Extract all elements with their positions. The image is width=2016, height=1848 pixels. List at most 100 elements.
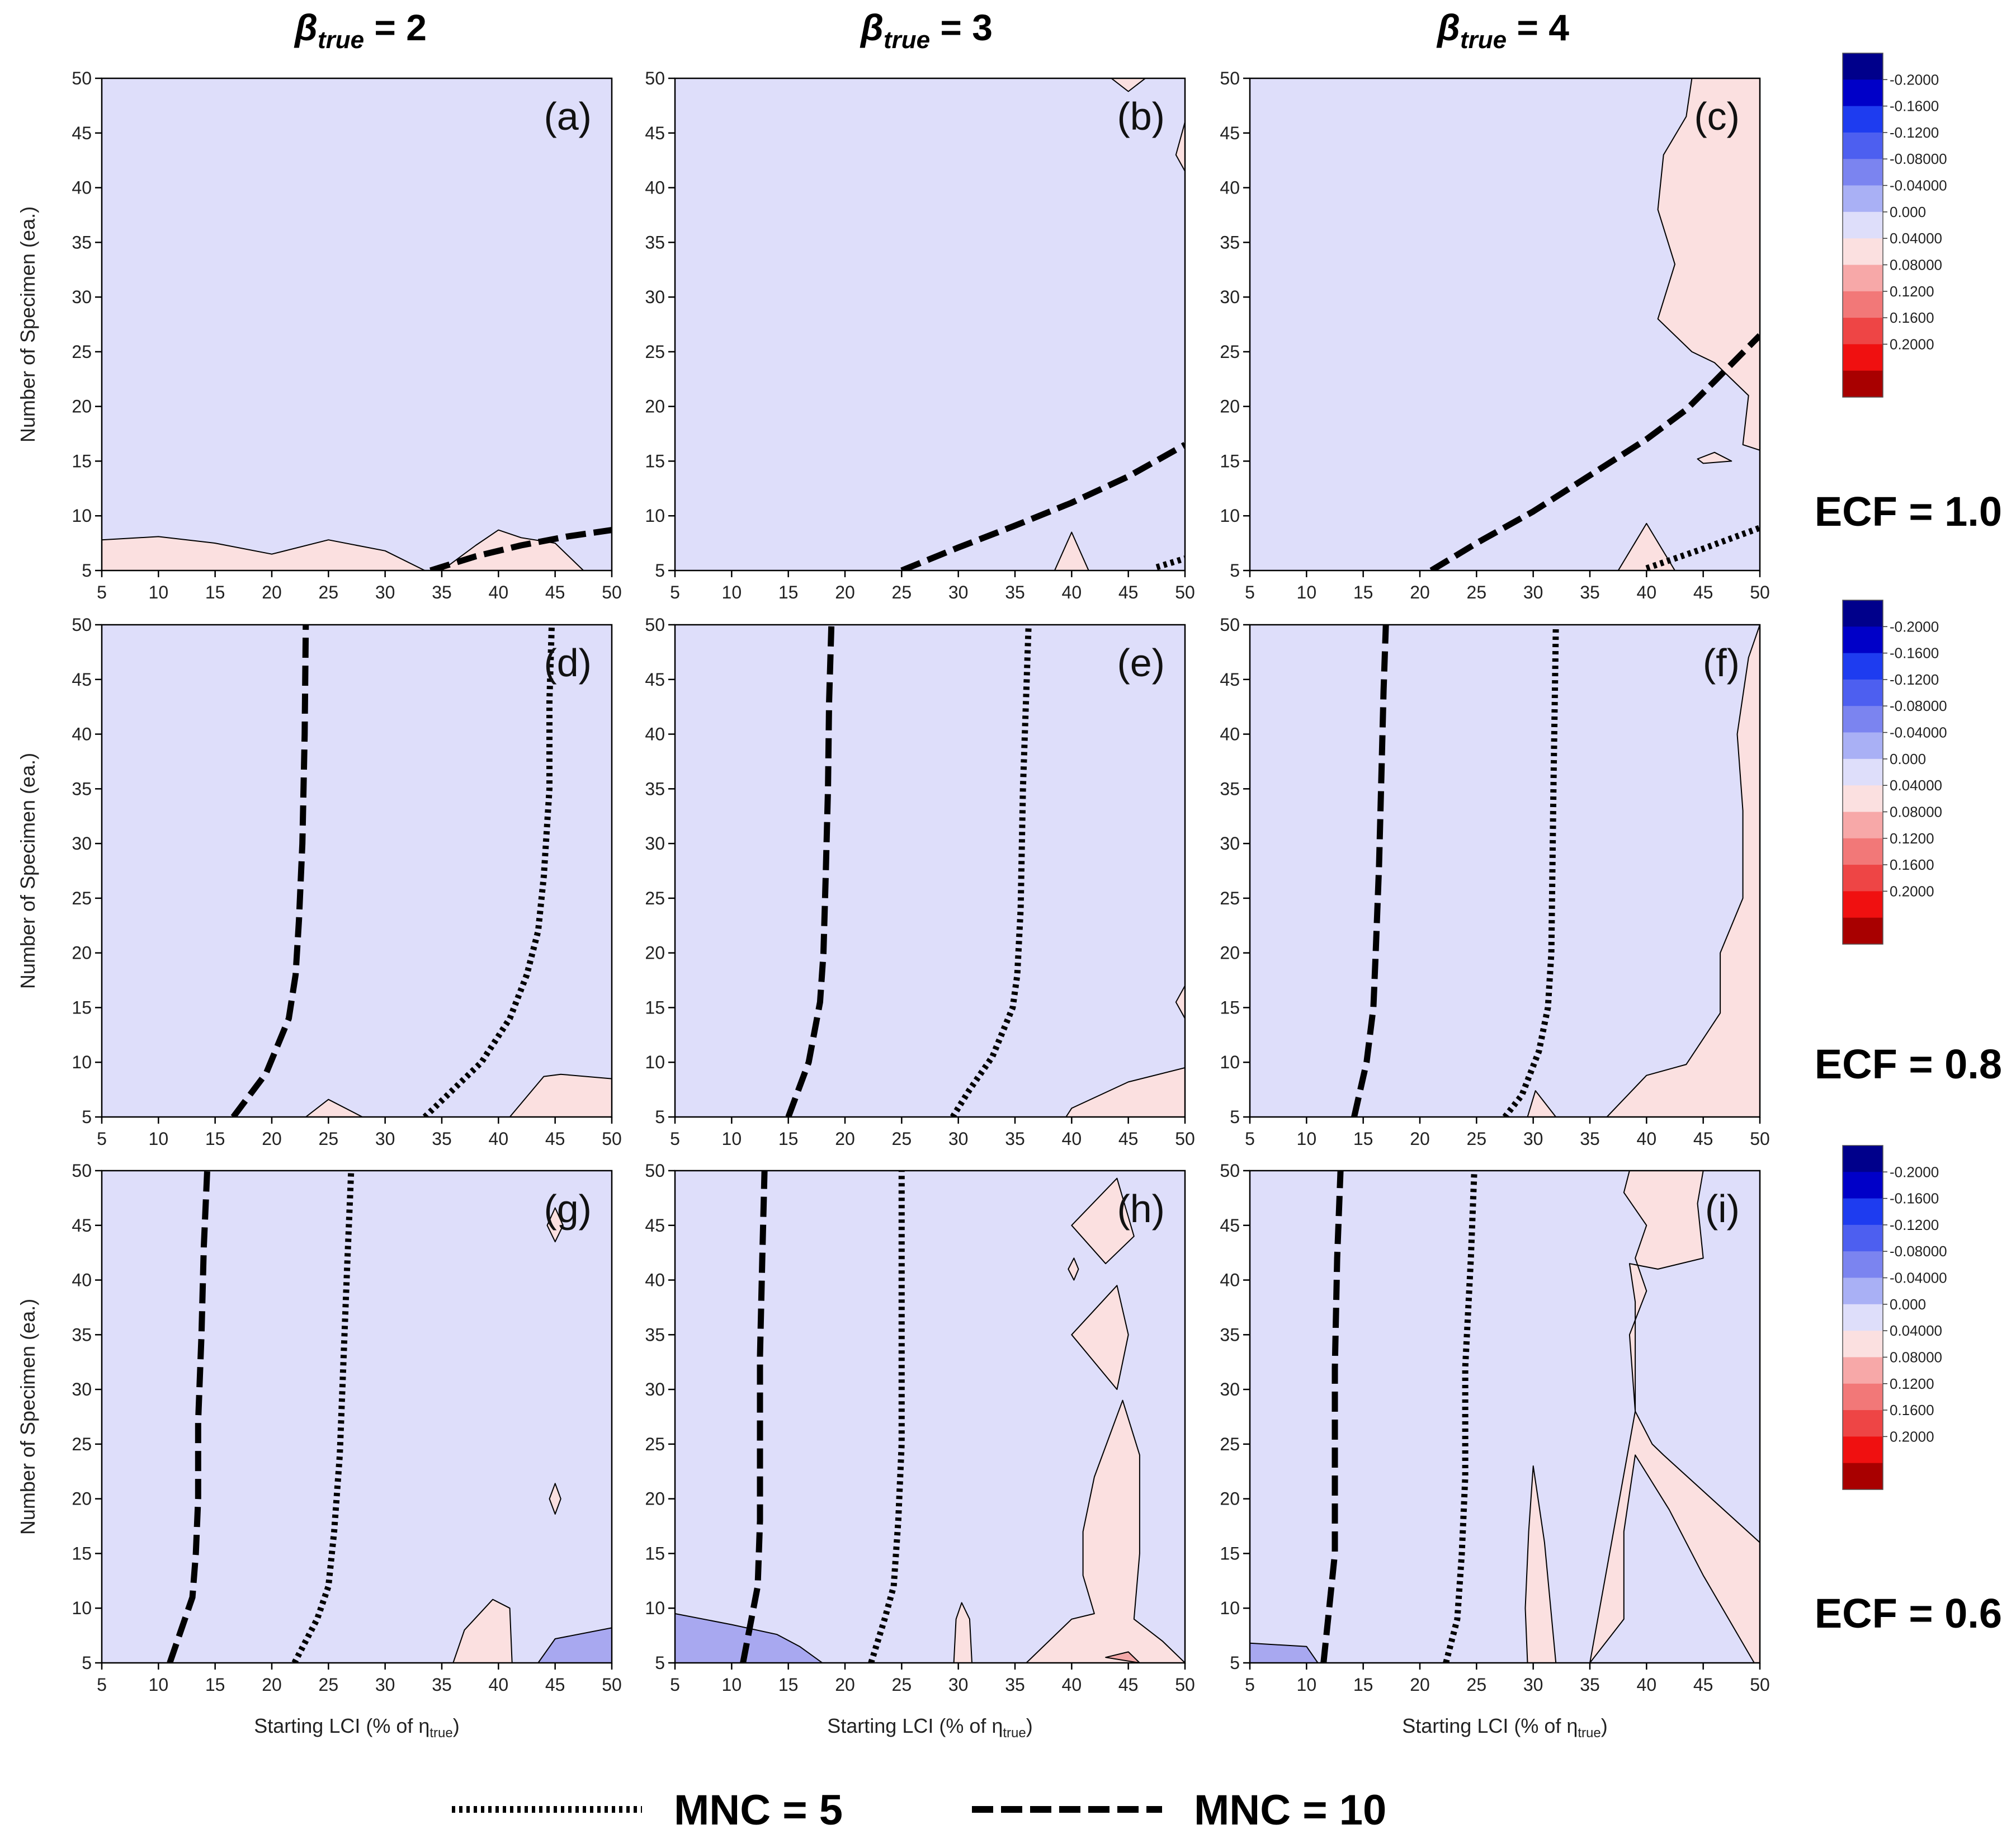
x-tick-label: 30 <box>1523 582 1543 602</box>
y-tick-label: 15 <box>72 997 92 1017</box>
contour-region-pos <box>1697 451 1732 464</box>
panel-background <box>675 78 1185 571</box>
colorbar-swatch <box>1843 291 1883 318</box>
x-tick-label: 40 <box>489 582 509 602</box>
colorbar-swatch <box>1843 1463 1883 1490</box>
colorbar-swatch <box>1843 865 1883 892</box>
y-tick-label: 5 <box>1230 1653 1240 1673</box>
y-tick-label: 15 <box>645 451 665 471</box>
y-tick-label: 45 <box>72 670 92 690</box>
y-tick-label: 20 <box>645 943 665 963</box>
x-tick-label: 40 <box>1637 582 1657 602</box>
colorbar-level-label: -0.08000 <box>1890 1243 1947 1260</box>
colorbar-level-label: -0.1200 <box>1890 671 1939 688</box>
colorbar-level-label: -0.1600 <box>1890 1190 1939 1207</box>
y-tick-label: 35 <box>72 1324 92 1345</box>
colorbar-swatch <box>1843 679 1883 706</box>
mnc-5-line <box>868 1171 905 1663</box>
x-tick-label: 5 <box>1245 1129 1255 1149</box>
y-tick-label: 30 <box>645 1379 665 1399</box>
y-tick-label: 20 <box>1220 397 1240 417</box>
x-tick-label: 30 <box>1523 1675 1543 1695</box>
x-tick-label: 10 <box>722 1129 742 1149</box>
x-tick-label: 10 <box>1297 1129 1317 1149</box>
y-tick-label: 35 <box>1220 232 1240 252</box>
y-tick-label: 30 <box>1220 1379 1240 1399</box>
panel-frame <box>1249 624 1761 1118</box>
y-tick-label: 40 <box>1220 1270 1240 1290</box>
y-tick-label: 15 <box>1220 997 1240 1017</box>
colorbar-frame <box>1842 600 1883 945</box>
x-tick-label: 25 <box>892 582 912 602</box>
colorbar-swatch <box>1843 1383 1883 1411</box>
colorbar-level-label: -0.2000 <box>1890 618 1939 635</box>
y-tick-label: 40 <box>1220 724 1240 744</box>
colorbar-level-label: 0.04000 <box>1890 777 1942 794</box>
y-tick-label: 40 <box>645 1270 665 1290</box>
x-tick-label: 5 <box>670 1129 680 1149</box>
colorbar-level-label: 0.1600 <box>1890 1402 1934 1418</box>
y-axis-label: Number of Specimen (ea.) <box>16 753 39 989</box>
x-tick-label: 35 <box>432 582 452 602</box>
colorbar-swatch <box>1843 891 1883 918</box>
x-tick-label: 20 <box>1410 1675 1430 1695</box>
panel-background <box>675 625 1185 1117</box>
contour-region-pos <box>1071 1177 1135 1265</box>
panel-h: 5 10 15 20 25 30 35 40 45 50 5 10 15 20 25 30 35 40 45 50 (h… <box>645 1161 1195 1741</box>
x-tick-label: 25 <box>1467 582 1487 602</box>
panel-label: (b) <box>1117 95 1165 138</box>
contour-region-pos <box>546 1207 564 1243</box>
colorbar-swatch <box>1843 211 1883 239</box>
mnc-5-line <box>1645 525 1760 571</box>
colorbar-swatch <box>1843 653 1883 680</box>
panel-label: (f) <box>1703 641 1740 685</box>
x-tick-label: 15 <box>1353 1129 1373 1149</box>
y-tick-label: 30 <box>1220 833 1240 854</box>
row-label-ecf-0-6: ECF = 0.6 <box>1815 1590 2002 1637</box>
y-tick-label: 15 <box>72 451 92 471</box>
y-tick-label: 40 <box>72 1270 92 1290</box>
x-tick-label: 20 <box>262 1129 282 1149</box>
panel-c: 5 10 15 20 25 30 35 40 45 50 5 10 15 20 25 30 35 40 45 50 (c… <box>1220 68 1769 602</box>
colorbar-level-label: 0.000 <box>1890 1296 1926 1313</box>
x-tick-label: 5 <box>1245 1675 1255 1695</box>
y-tick-label: 15 <box>645 997 665 1017</box>
panel-label: (d) <box>544 641 592 685</box>
y-tick-label: 20 <box>72 943 92 963</box>
panel-d: 5 10 15 20 25 30 35 40 45 50 5 10 15 20 25 30 35 40 45 50 (d… <box>16 615 622 1149</box>
mnc-10-line <box>1320 1171 1344 1663</box>
x-tick-label: 10 <box>149 1675 169 1695</box>
mnc-5-line <box>1155 555 1185 571</box>
x-tick-label: 40 <box>489 1129 509 1149</box>
colorbar-swatch <box>1843 1436 1883 1464</box>
x-axis-label: Starting LCI (% of ηtrue) <box>1402 1714 1608 1741</box>
mnc-5-line <box>422 625 555 1117</box>
x-tick-label: 20 <box>1410 582 1430 602</box>
mnc-10-line <box>429 527 612 571</box>
colorbar-swatch <box>1843 1145 1883 1172</box>
colorbar-level-label: 0.2000 <box>1890 1428 1934 1445</box>
contour-region-pos <box>953 1602 972 1663</box>
x-tick-label: 15 <box>1353 582 1373 602</box>
colorbar-level-label: -0.08000 <box>1890 697 1947 714</box>
panel-frame <box>674 77 1186 572</box>
y-tick-label: 30 <box>645 833 665 854</box>
y-tick-label: 15 <box>72 1543 92 1563</box>
col-title-beta-3: βtrue = 3 <box>860 7 993 54</box>
x-tick-label: 45 <box>1693 582 1713 602</box>
y-tick-label: 10 <box>1220 1598 1240 1618</box>
colorbar-swatch <box>1843 1277 1883 1305</box>
y-tick-label: 10 <box>72 1598 92 1618</box>
panel-b: 5 10 15 20 25 30 35 40 45 50 5 10 15 20 25 30 35 40 45 50 (b… <box>645 68 1195 602</box>
x-tick-label: 50 <box>1175 582 1195 602</box>
y-tick-label: 5 <box>82 560 92 581</box>
y-tick-label: 50 <box>645 615 665 635</box>
y-tick-label: 5 <box>655 560 665 581</box>
mnc-5-line <box>291 1171 355 1663</box>
y-tick-label: 50 <box>1220 68 1240 88</box>
x-tick-label: 5 <box>670 582 680 602</box>
y-tick-label: 35 <box>645 1324 665 1345</box>
mnc-10-line <box>167 1171 210 1663</box>
x-tick-label: 15 <box>778 1129 799 1149</box>
